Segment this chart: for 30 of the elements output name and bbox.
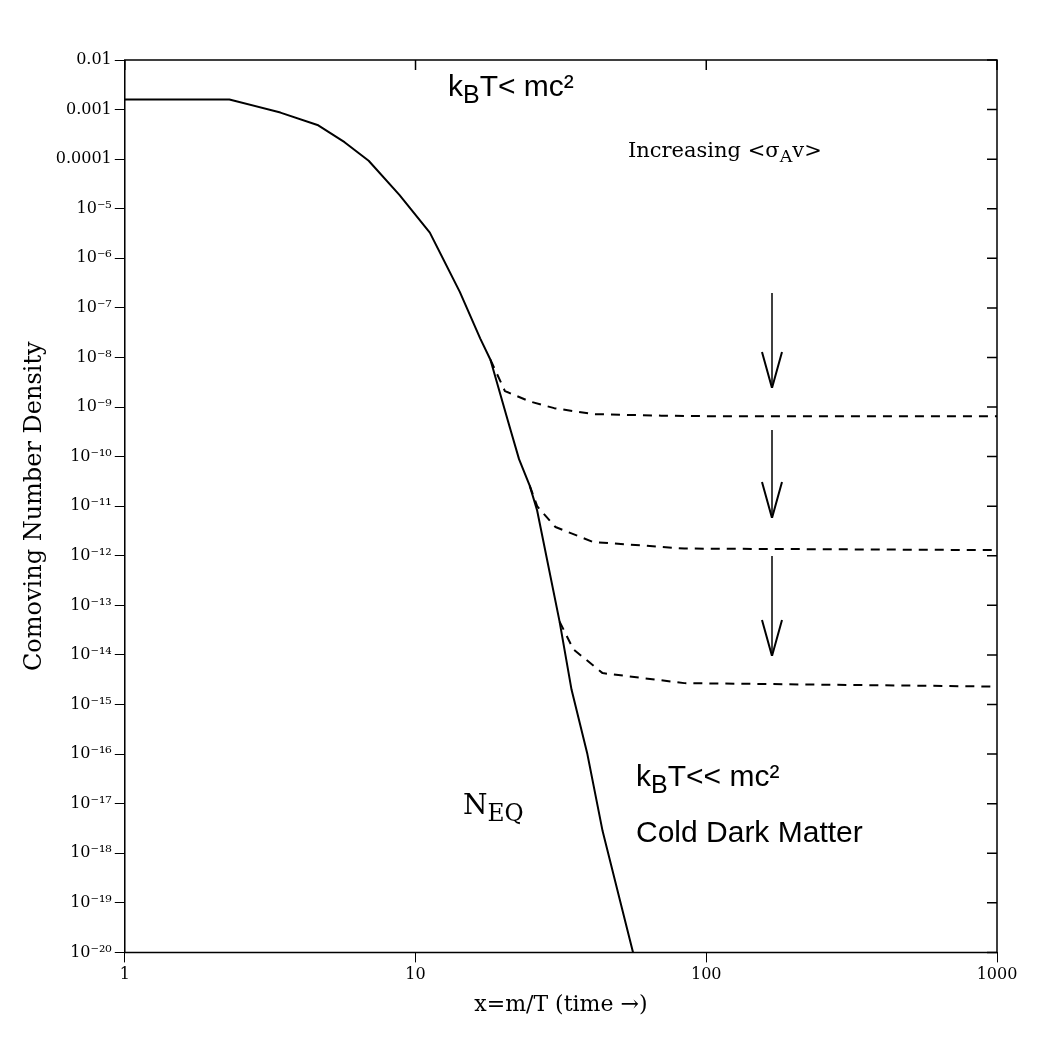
annotation: Cold Dark Matter [636, 814, 863, 850]
y-tick-label: 10⁻¹⁴ [70, 644, 112, 664]
y-tick-label: 10⁻¹³ [70, 594, 112, 614]
y-tick-label: 0.0001 [55, 148, 112, 168]
y-tick-label: 10⁻¹⁷ [70, 792, 112, 812]
annotation: k$_{B}$T<< mc² [636, 758, 780, 799]
y-tick-label: 0.001 [65, 98, 112, 118]
y-tick-label: 10⁻²⁰ [70, 941, 112, 961]
x-tick-label: 1000 [976, 964, 1018, 984]
annotation: Increasing <σ$_{A}$v> [628, 138, 822, 168]
y-tick-label: 10⁻⁸ [76, 346, 112, 366]
y-tick-label: 10⁻⁹ [76, 396, 113, 416]
y-tick-label: 10⁻⁵ [76, 197, 112, 217]
y-tick-label: 10⁻¹⁵ [70, 693, 112, 713]
y-tick-label: 10⁻¹⁰ [70, 445, 112, 465]
y-tick-label: 10⁻¹² [70, 544, 112, 564]
x-tick-label: 10 [405, 964, 426, 984]
y-tick-label: 10⁻¹¹ [70, 495, 112, 515]
y-tick-label: 10⁻⁶ [76, 247, 112, 267]
x-tick-label: 1 [119, 964, 130, 984]
y-tick-label: 10⁻⁷ [76, 297, 112, 317]
y-tick-label: 0.01 [76, 49, 112, 69]
x-axis-title: x=m/T (time →) [474, 990, 648, 1016]
y-tick-label: 10⁻¹⁸ [70, 842, 112, 862]
y-axis-title: Comoving Number Density [18, 340, 47, 672]
y-tick-label: 10⁻¹⁶ [70, 743, 112, 763]
x-tick-label: 100 [690, 964, 722, 984]
y-tick-label: 10⁻¹⁹ [70, 891, 113, 911]
annotation: k$_{B}$T< mc² [448, 68, 574, 109]
text: N$_{EQ}$ [463, 788, 524, 827]
